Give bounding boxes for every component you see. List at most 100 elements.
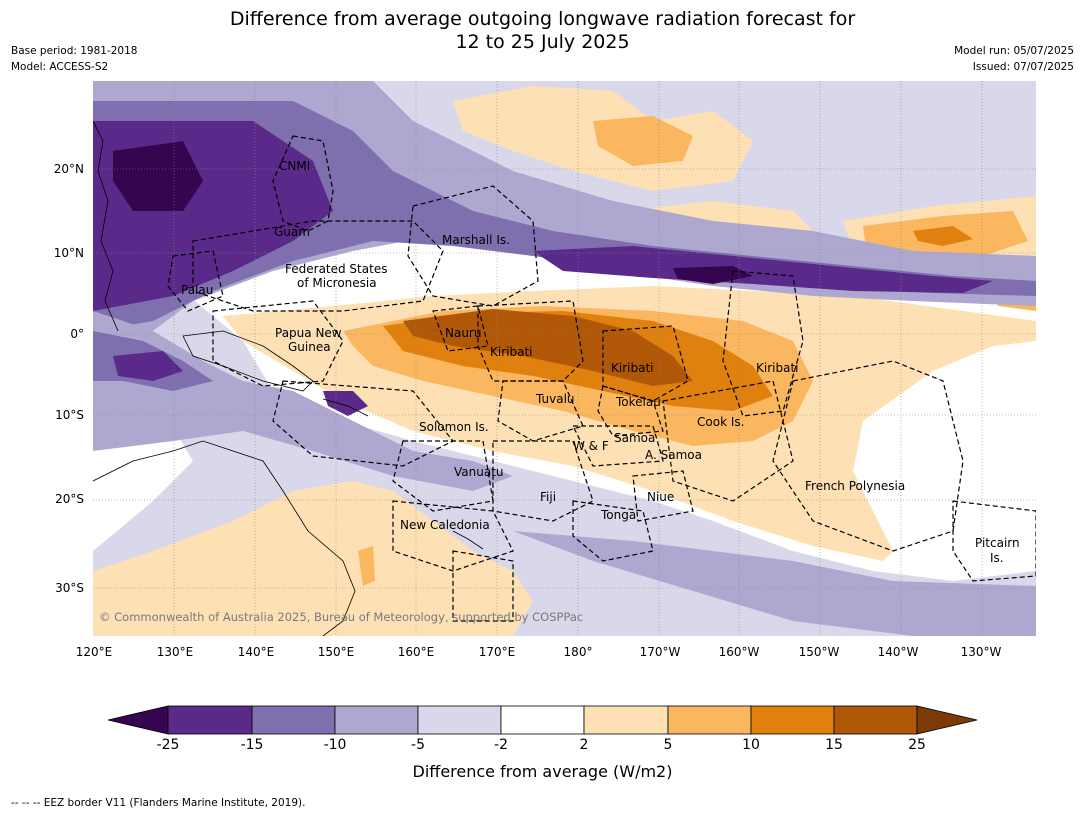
colorbar-title: Difference from average (W/m2) (412, 762, 673, 781)
colorbar-over-triangle (916, 705, 978, 735)
colorbar-bin-0 (167, 705, 253, 735)
eez-fiji (492, 440, 594, 522)
label-fsm-2: of Micronesia (297, 276, 377, 290)
model-run: Model run: 05/07/2025 (954, 45, 1074, 57)
eez-vanuatu (392, 440, 494, 512)
lon-tick-11: 130°W (960, 645, 1002, 659)
lat-tick-4: 20°S (55, 492, 84, 506)
lon-tick-8: 160°W (718, 645, 760, 659)
copyright-notice: © Commonwealth of Australia 2025, Bureau… (99, 610, 583, 624)
eez-borders (167, 135, 1036, 622)
label-tokelau: Tokelau (615, 395, 661, 409)
anomaly-region-minus10-south (513, 531, 1036, 636)
eez-palau (167, 250, 224, 312)
label-png-2: Guinea (288, 340, 331, 354)
colorbar-label-8: 15 (825, 737, 843, 753)
anomaly-region-plus2-polynesia (733, 481, 883, 556)
coast-asia (93, 120, 119, 332)
colorbar-label-1: -15 (240, 737, 264, 753)
colorbar-bin-6 (667, 705, 752, 735)
colorbar-bin-4 (500, 705, 585, 735)
colorbar-label-6: 5 (663, 737, 673, 753)
eez-marshall (407, 185, 539, 307)
colorbar-label-9: 25 (908, 737, 926, 753)
label-tonga: Tonga (600, 508, 636, 522)
label-fiji: Fiji (540, 490, 556, 504)
anomaly-region-extreme-north (113, 141, 203, 211)
meta-right: Model run: 05/07/2025 Issued: 07/07/2025 (954, 43, 1074, 75)
anomaly-region-plus5-north-1 (593, 116, 693, 166)
eez-new-caledonia (392, 500, 514, 572)
title-line-1: Difference from average outgoing longwav… (229, 8, 856, 30)
lon-tick-3: 150°E (317, 645, 355, 659)
label-new-caledonia: New Caledonia (400, 518, 490, 532)
colorbar-label-4: -2 (494, 737, 508, 753)
eez-southern (452, 550, 514, 622)
label-nauru: Nauru (445, 326, 481, 340)
label-french-polynesia: French Polynesia (805, 479, 905, 493)
anomaly-region-plus10-north-3 (913, 226, 973, 246)
label-cook: Cook Is. (697, 415, 744, 429)
eez-kiribati-phoenix (602, 325, 689, 402)
anomaly-region-minus10-west (93, 311, 513, 491)
colorbar-under-triangle (108, 705, 169, 735)
eez-solomon (272, 380, 454, 467)
label-wf: W & F (573, 439, 609, 453)
colorbar-bin-5 (583, 705, 669, 735)
eez-french-polynesia (772, 360, 964, 552)
lon-tick-1: 130°E (156, 645, 194, 659)
anomaly-region-minus25-band (533, 246, 993, 293)
label-tuvalu: Tuvalu (535, 392, 575, 406)
lat-tick-5: 30°S (55, 581, 84, 595)
graticule (93, 81, 1036, 636)
lon-tick-10: 140°W (877, 645, 919, 659)
label-samoa: Samoa (614, 431, 655, 445)
label-marshall: Marshall Is. (442, 233, 510, 247)
coast-solomon (322, 398, 369, 417)
title-line-2: 12 to 25 July 2025 (455, 31, 630, 53)
label-vanuatu: Vanuatu (454, 465, 504, 479)
lon-tick-4: 160°E (397, 645, 435, 659)
anomaly-region-plus2-australia (93, 481, 533, 636)
coast-australia (93, 440, 356, 636)
eez-png (212, 300, 344, 387)
colorbar-bin-1 (251, 705, 336, 735)
lat-tick-1: 10°N (53, 246, 84, 260)
label-fsm-1: Federated States (285, 262, 387, 276)
label-kiribati-1: Kiribati (490, 345, 532, 359)
eez-fsm (192, 220, 444, 312)
colorbar-label-5: 2 (579, 737, 589, 753)
chart-title: Difference from average outgoing longwav… (0, 8, 1085, 54)
eez-tuvalu (497, 380, 584, 442)
eez-tonga (572, 500, 654, 562)
coastlines (93, 120, 484, 636)
model-name: Model: ACCESS-S2 (11, 61, 109, 73)
lat-tick-3: 10°S (55, 408, 84, 422)
coast-new-guinea (182, 330, 314, 392)
eez-cnmi (272, 135, 334, 232)
eez-tokelau (597, 385, 664, 437)
label-kiribati-2: Kiribati (611, 361, 653, 375)
lon-tick-7: 170°W (639, 645, 681, 659)
colorbar-bin-3 (417, 705, 502, 735)
coast-new-caledonia (452, 530, 484, 550)
label-pitcairn-1: Pitcairn (975, 536, 1020, 550)
eez-pitcairn (952, 500, 1036, 582)
lon-tick-0: 120°E (75, 645, 113, 659)
colorbar-bin-7 (750, 705, 835, 735)
anomaly-region-plus5-australia (358, 546, 375, 586)
label-guam: Guam (274, 225, 310, 239)
colorbar-label-0: -25 (156, 737, 180, 753)
eez-samoa (572, 425, 664, 467)
colorbar (108, 705, 978, 735)
forecast-map: CNMI Guam Marshall Is. Federated States … (93, 81, 1036, 636)
issued-date: Issued: 07/07/2025 (972, 61, 1074, 73)
lon-tick-9: 150°W (798, 645, 840, 659)
eez-niue (632, 470, 694, 522)
anomaly-region-minus25-solomon (323, 391, 368, 416)
label-solomon: Solomon Is. (419, 420, 489, 434)
lat-tick-0: 20°N (53, 162, 84, 176)
lon-tick-2: 140°E (237, 645, 275, 659)
colorbar-bin-2 (334, 705, 419, 735)
label-pitcairn-2: Is. (990, 551, 1004, 565)
